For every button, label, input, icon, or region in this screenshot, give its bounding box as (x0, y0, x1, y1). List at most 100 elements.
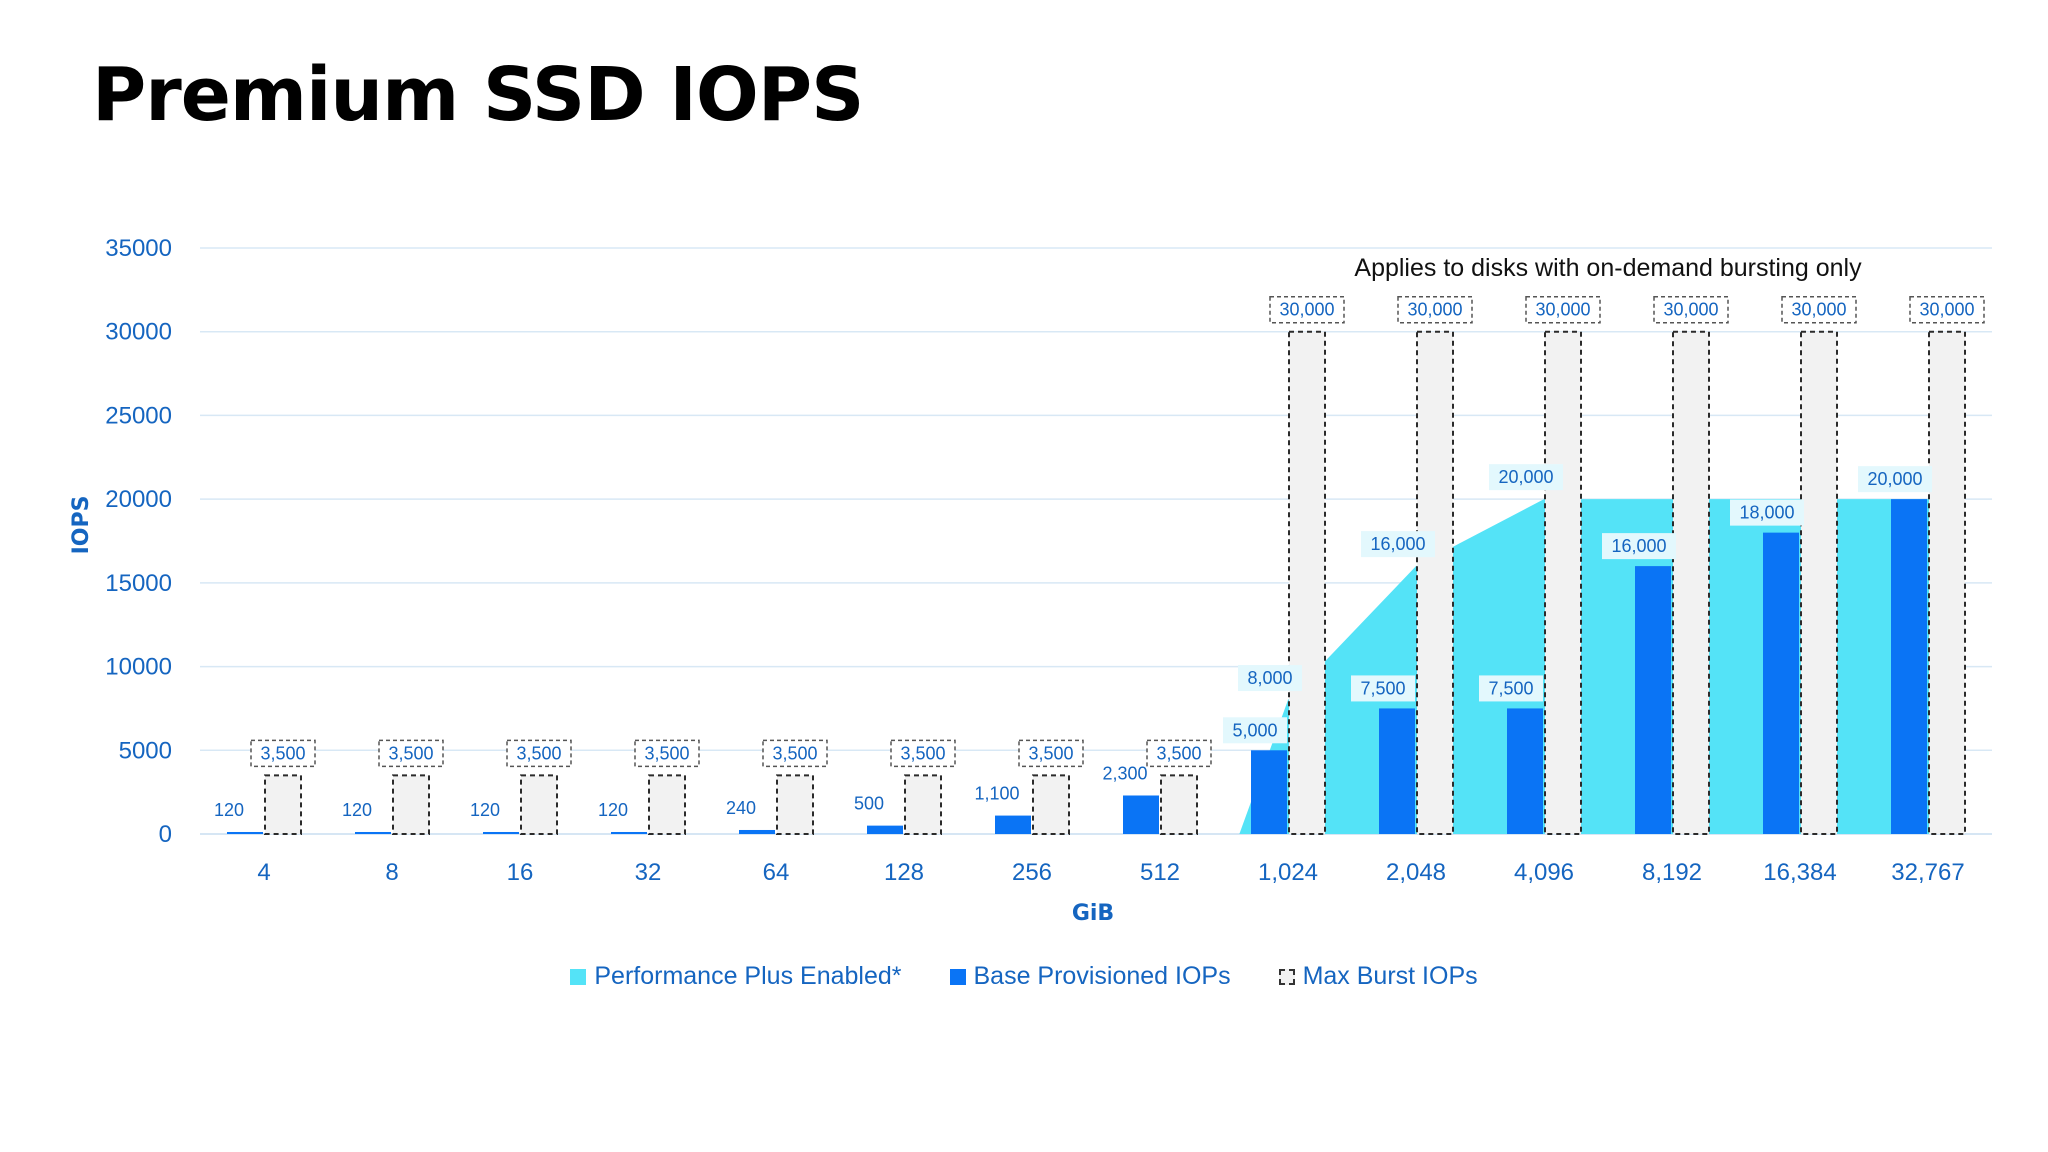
base-provisioned-bar (1251, 750, 1287, 834)
max-burst-label: 30,000 (1269, 295, 1345, 324)
x-tick-label: 128 (884, 859, 924, 886)
max-burst-label-text: 30,000 (1279, 300, 1334, 320)
performance-plus-label-box (1238, 665, 1302, 692)
max-burst-label-text: 3,500 (900, 743, 945, 763)
base-provisioned-label: 7,500 (1351, 675, 1415, 702)
base-provisioned-label: 120 (598, 800, 628, 820)
max-burst-bar (392, 774, 430, 836)
max-burst-label: 3,500 (378, 739, 444, 768)
base-provisioned-label: 7,500 (1479, 675, 1543, 702)
max-burst-label-box (1269, 295, 1345, 324)
max-burst-label: 30,000 (1909, 295, 1985, 324)
legend-label-performance-plus: Performance Plus Enabled* (594, 962, 902, 990)
max-burst-label: 3,500 (1146, 739, 1212, 768)
performance-plus-label-text: 16,000 (1370, 534, 1425, 554)
max-burst-label-box (1781, 295, 1857, 324)
legend-label-max-burst: Max Burst IOPs (1302, 962, 1478, 990)
max-burst-label-text: 30,000 (1919, 300, 1974, 320)
base-provisioned-label: 500 (854, 794, 884, 814)
max-burst-bar (1928, 330, 1966, 835)
legend-item-max-burst[interactable]: Max Burst IOPs (1278, 962, 1478, 991)
max-burst-label-box (1397, 295, 1473, 324)
y-tick-label: 15000 (105, 570, 172, 597)
page-title: Premium SSD IOPS (92, 52, 864, 138)
performance-plus-area (1239, 499, 1960, 834)
legend-item-performance-plus[interactable]: Performance Plus Enabled* (570, 962, 902, 991)
performance-plus-area-shape (1239, 499, 1960, 834)
base-provisioned-label-box (1858, 466, 1932, 493)
max-burst-label-box (506, 739, 572, 768)
max-burst-label-text: 3,500 (1156, 743, 1201, 763)
x-tick-label: 4 (257, 859, 270, 886)
max-burst-bar (1800, 330, 1838, 835)
max-burst-label-text: 30,000 (1535, 300, 1590, 320)
x-tick-label: 8 (385, 859, 398, 886)
max-burst-label: 3,500 (762, 739, 828, 768)
performance-plus-label: 16,000 (1361, 531, 1435, 558)
max-burst-label-text: 30,000 (1791, 300, 1846, 320)
base-provisioned-label-box (1479, 675, 1543, 702)
bars (227, 330, 1966, 836)
max-burst-label-box (762, 739, 828, 768)
base-provisioned-bar (867, 825, 903, 834)
x-axis-title: GiB (1072, 901, 1114, 926)
base-provisioned-label-text: 7,500 (1360, 678, 1405, 698)
base-provisioned-label-text: 7,500 (1488, 678, 1533, 698)
max-burst-bar (648, 774, 686, 836)
base-provisioned-label-text: 120 (214, 800, 244, 820)
legend-item-base-provisioned[interactable]: Base Provisioned IOPs (949, 962, 1231, 991)
base-provisioned-label-text: 120 (598, 800, 628, 820)
base-provisioned-label-text: 120 (470, 800, 500, 820)
max-burst-label-box (1525, 295, 1601, 324)
y-tick-label: 10000 (105, 654, 172, 681)
x-tick-label: 32 (635, 859, 662, 886)
max-burst-bar (1288, 330, 1326, 835)
base-provisioned-bar (1507, 708, 1543, 834)
base-provisioned-label-box (1351, 675, 1415, 702)
base-provisioned-label-box (1602, 533, 1676, 560)
base-provisioned-label: 120 (214, 800, 244, 820)
y-axis-title: IOPS (69, 496, 94, 555)
max-burst-label: 3,500 (250, 739, 316, 768)
base-provisioned-label: 240 (726, 798, 756, 818)
base-provisioned-label-box (1730, 499, 1804, 526)
base-provisioned-bar (1123, 795, 1159, 834)
max-burst-label: 30,000 (1781, 295, 1857, 324)
performance-plus-label-text: 8,000 (1247, 668, 1292, 688)
base-provisioned-label-text: 18,000 (1739, 503, 1794, 523)
base-provisioned-bar (739, 829, 775, 834)
performance-plus-label-box (1361, 531, 1435, 558)
x-tick-label: 4,096 (1514, 859, 1574, 886)
base-provisioned-label-text: 5,000 (1232, 720, 1277, 740)
max-burst-label-text: 3,500 (388, 743, 433, 763)
base-provisioned-label-text: 20,000 (1867, 469, 1922, 489)
max-burst-bar (1160, 774, 1198, 836)
base-provisioned-label-text: 240 (726, 798, 756, 818)
max-burst-bar (520, 774, 558, 836)
base-provisioned-bar (227, 831, 263, 834)
base-provisioned-label-box (1223, 717, 1287, 744)
base-provisioned-label-text: 1,100 (974, 784, 1019, 804)
base-provisioned-bar (1635, 566, 1671, 834)
x-tick-label: 64 (763, 859, 790, 886)
max-burst-swatch-icon (1278, 968, 1295, 985)
base-provisioned-bar (1379, 708, 1415, 834)
performance-plus-label: 20,000 (1489, 464, 1563, 491)
x-tick-label: 256 (1012, 859, 1052, 886)
base-provisioned-label-text: 500 (854, 794, 884, 814)
base-provisioned-swatch-icon (949, 968, 966, 985)
max-burst-label-text: 30,000 (1663, 300, 1718, 320)
x-tick-label: 32,767 (1891, 859, 1964, 886)
max-burst-label: 3,500 (890, 739, 956, 768)
base-provisioned-label: 20,000 (1858, 466, 1932, 493)
bursting-annotation: Applies to disks with on-demand bursting… (1354, 254, 1862, 282)
max-burst-bar (904, 774, 942, 836)
x-tick-label: 16,384 (1763, 859, 1836, 886)
x-axis-ticks: 4 8 16 32 64 128 256 512 1,024 2,048 4,096 8,192 16,… (257, 859, 1964, 886)
max-burst-label: 3,500 (634, 739, 700, 768)
max-burst-bar (1032, 774, 1070, 836)
max-burst-label: 3,500 (506, 739, 572, 768)
performance-plus-label-box (1489, 464, 1563, 491)
base-provisioned-label: 2,300 (1102, 763, 1147, 783)
